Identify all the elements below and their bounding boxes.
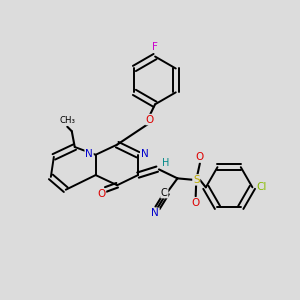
Text: N: N [141, 149, 148, 159]
Text: CH₃: CH₃ [59, 116, 75, 125]
Text: S: S [193, 175, 200, 185]
Text: O: O [97, 189, 106, 199]
Text: Cl: Cl [257, 182, 267, 192]
Text: C: C [161, 188, 168, 198]
Text: F: F [152, 42, 158, 52]
Text: O: O [196, 152, 204, 162]
Text: N: N [85, 149, 93, 159]
Text: H: H [162, 158, 169, 168]
Text: O: O [146, 115, 154, 124]
Text: O: O [192, 198, 200, 208]
Text: N: N [151, 208, 159, 218]
